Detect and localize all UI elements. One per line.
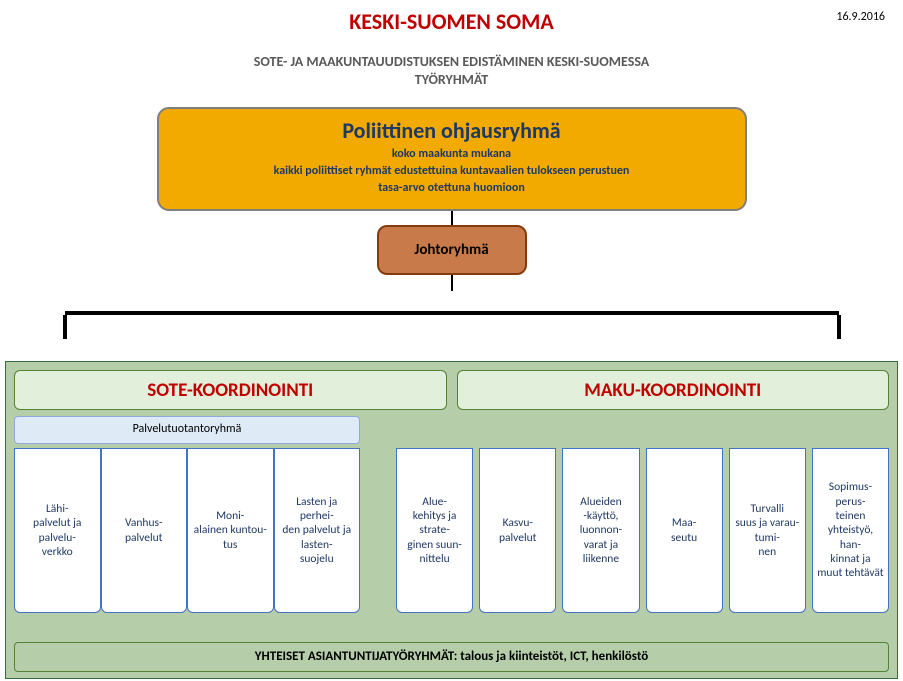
- workgroup-box: Alueiden-käyttö, luonnon-varat ja liiken…: [562, 448, 639, 613]
- top-box-title: Poliittinen ohjausryhmä: [185, 117, 719, 144]
- connector: [451, 211, 453, 225]
- service-production-header: Palvelutuotantoryhmä: [14, 416, 360, 444]
- connector: [451, 275, 453, 291]
- sote-boxes-group: Lähi-palvelut ja palvelu-verkkoVanhus-pa…: [14, 448, 360, 613]
- workgroup-box: Vanhus-palvelut: [101, 448, 188, 613]
- subtitle-line-1: SOTE- JA MAAKUNTAUUDISTUKSEN EDISTÄMINEN…: [254, 53, 650, 70]
- workgroup-box: Lasten ja perhei-den palvelut ja lasten-…: [274, 448, 361, 613]
- subtitle-line-2: TYÖRYHMÄT: [415, 71, 488, 88]
- sote-coord-label: SOTE-KOORDINOINTI: [147, 379, 313, 402]
- workgroup-box: Maa-seutu: [646, 448, 723, 613]
- page-title: KESKI-SUOMEN SOMA: [0, 0, 903, 35]
- workgroup-box: Alue-kehitys ja strate-ginen suun-nittel…: [396, 448, 473, 613]
- management-box: Johtoryhmä: [377, 225, 527, 275]
- page-subtitle: SOTE- JA MAAKUNTAUUDISTUKSEN EDISTÄMINEN…: [0, 53, 903, 89]
- shared-expert-groups-bar: YHTEISET ASIANTUNTIJATYÖRYHMÄT: talous j…: [14, 642, 889, 672]
- management-label: Johtoryhmä: [414, 241, 488, 259]
- workgroup-box: Kasvu-palvelut: [479, 448, 556, 613]
- service-production-label: Palvelutuotantoryhmä: [133, 422, 242, 436]
- workgroup-box: Moni-alainen kuntou-tus: [187, 448, 274, 613]
- maku-coord-header: MAKU-KOORDINOINTI: [457, 370, 890, 410]
- workgroup-box: Lähi-palvelut ja palvelu-verkko: [14, 448, 101, 613]
- workgroup-box: Sopimus-perus-teinen yhteistyö, han-kinn…: [812, 448, 889, 613]
- sote-coord-header: SOTE-KOORDINOINTI: [14, 370, 447, 410]
- page-date: 16.9.2016: [836, 10, 885, 24]
- branch-join: [65, 311, 839, 315]
- top-box-line-3: tasa-arvo otettuna huomioon: [185, 180, 719, 197]
- maku-boxes-group: Alue-kehitys ja strate-ginen suun-nittel…: [396, 448, 889, 613]
- shared-expert-groups-label: YHTEISET ASIANTUNTIJATYÖRYHMÄT: talous j…: [255, 649, 648, 664]
- maku-coord-label: MAKU-KOORDINOINTI: [584, 379, 761, 402]
- workgroup-box: Turvallisuus ja varau-tumi-nen: [729, 448, 806, 613]
- top-box-line-2: kaikki poliittiset ryhmät edustettuina k…: [185, 163, 719, 180]
- political-steering-box: Poliittinen ohjausryhmä koko maakunta mu…: [157, 107, 747, 210]
- top-box-line-1: koko maakunta mukana: [185, 146, 719, 163]
- work-groups-panel: SOTE-KOORDINOINTI MAKU-KOORDINOINTI Palv…: [5, 361, 898, 679]
